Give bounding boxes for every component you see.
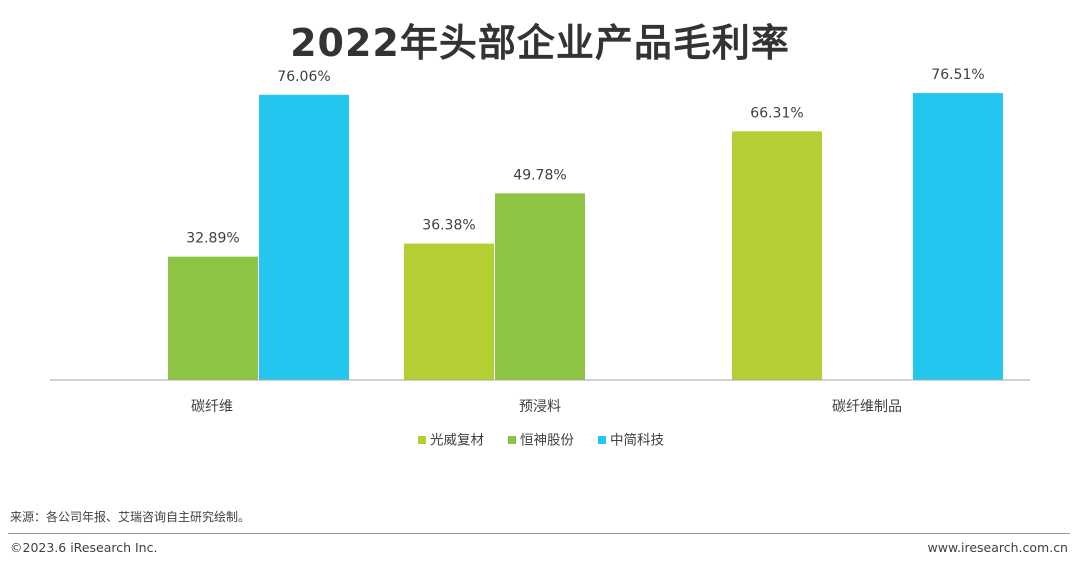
data-label-1-3: 76.06% <box>277 69 330 85</box>
legend-swatch-1 <box>418 436 426 444</box>
legend-swatch-3 <box>598 436 606 444</box>
bar-chart: 32.89% 76.06% 36.38% 49.78% 66.31% 76.51% 碳纤维… <box>50 67 1030 449</box>
category-label-1: 碳纤维 <box>191 399 233 415</box>
data-labels-layer: 32.89% 76.06% 36.38% 49.78% 66.31% 76.51% <box>186 67 984 247</box>
bar-1-2 <box>168 256 258 380</box>
legend-label-2: 恒神股份 <box>520 433 574 449</box>
footer-divider <box>8 533 1070 534</box>
data-label-3-3: 76.51% <box>931 67 984 83</box>
bar-2-1 <box>404 243 494 380</box>
legend-label-1: 光威复材 <box>430 432 484 449</box>
data-label-2-1: 36.38% <box>422 218 475 234</box>
bar-3-3 <box>913 93 1003 381</box>
source-note: 来源：各公司年报、艾瑞咨询自主研究绘制。 <box>10 510 251 524</box>
category-labels-layer: 碳纤维 预浸料 碳纤维制品 <box>191 399 902 415</box>
website-link[interactable]: www.iresearch.com.cn <box>927 540 1069 555</box>
data-label-1-2: 32.89% <box>186 231 239 247</box>
copyright-text: ©2023.6 iResearch Inc. <box>10 540 158 555</box>
legend: 光威复材 恒神股份 中简科技 <box>418 432 664 449</box>
legend-label-3: 中简科技 <box>610 432 664 449</box>
category-label-2: 预浸料 <box>519 399 561 415</box>
chart-title: 2022年头部企业产品毛利率 <box>290 21 790 65</box>
bar-1-3 <box>259 94 349 381</box>
bar-3-1 <box>732 131 822 380</box>
bar-2-2 <box>495 193 585 380</box>
bars-layer <box>168 93 1003 381</box>
category-label-3: 碳纤维制品 <box>832 399 902 415</box>
legend-swatch-2 <box>508 436 516 444</box>
data-label-3-1: 66.31% <box>750 105 803 121</box>
data-label-2-2: 49.78% <box>513 167 566 183</box>
